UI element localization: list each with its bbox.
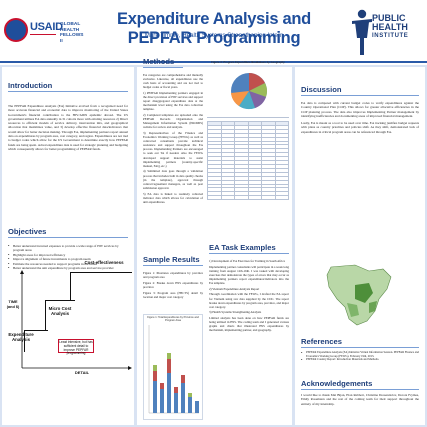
objectives-heading: Objectives (8, 227, 47, 236)
methods-step: 3) Representatives of the Finance and Ec… (143, 131, 203, 168)
phi-line-1: PUBLIC (372, 13, 406, 23)
figure3-caption: Figure 3: Program Expenditure Breakdown … (211, 61, 285, 64)
diagram-low-label: Expenditure Analysis (8, 332, 34, 342)
discussion-text-2: Lastly, EA is meant as a tool to be used… (301, 121, 419, 134)
discussion-text-1: EA data is compared with current budget … (301, 101, 419, 118)
usaid-seal-icon (4, 18, 28, 42)
figure1-caption: Figure 1: Total Expenditures by Province… (147, 316, 199, 322)
references-list: PEPFAR Expenditure Analysis (EA) Initiat… (301, 350, 419, 362)
discussion-section: Discussion EA data is compared with curr… (301, 85, 419, 134)
objective-item: Improve alignment of future investments … (8, 257, 128, 262)
ea-task-text-2: Through coordination with the FEWG, I dr… (209, 292, 289, 309)
objectives-section: Objectives Better understand incurred ex… (8, 227, 128, 271)
intro-section: Introduction The PEPFAR Expenditure Anal… (8, 81, 128, 151)
diagram-step-low (24, 330, 48, 352)
sample-results-rule (143, 265, 203, 266)
figure1-chart: Figure 1: Total Expenditures by Province… (143, 314, 203, 420)
intro-text: The PEPFAR Expenditure Analysis (EA) Ini… (8, 104, 128, 151)
discussion-heading: Discussion (301, 85, 342, 94)
phi-line-3: INSTITUTE (372, 33, 409, 39)
middle-column: Methods EA categories are comprehensive … (137, 57, 292, 425)
poster-subtitle: Mark Timme, Health Systems Strengthening… (144, 32, 284, 39)
ghf-logo: GLOBAL HEALTH FELLOWS II (60, 22, 84, 44)
phi-logo: PUBLIC HEALTH INSTITUTE (350, 6, 424, 58)
usaid-rule (30, 34, 56, 35)
discussion-rule (301, 95, 419, 96)
methods-section: Methods (143, 57, 286, 68)
africa-map-image (326, 264, 392, 326)
methods-step: 2) Completed templates are uploaded onto… (143, 113, 203, 130)
intro-rule (8, 91, 128, 92)
figure3-table (207, 121, 289, 201)
person-figure-icon (352, 9, 372, 55)
references-rule (301, 347, 419, 348)
figure1-bars (148, 325, 199, 414)
sample-caption: Figure 1: Illustrates expenditures by pr… (143, 271, 203, 280)
methods-heading: Methods (143, 57, 175, 66)
sample-results-captions: Figure 1: Illustrates expenditures by pr… (143, 271, 203, 299)
usaid-wordmark: USAID (30, 21, 63, 33)
ea-task-text-1: Implementing partner consultants will pa… (209, 264, 289, 286)
methods-rule (143, 67, 183, 68)
diagram-x-axis-label: DETAIL (74, 370, 90, 375)
acknowledgements-text: I would like to thank Mai Bijan, Elan Re… (301, 393, 419, 406)
diagram-mid-label: Micro Cost Analysis (48, 306, 72, 316)
ea-task-heading-3: 3) Health Systems Strengthening Analysis (209, 310, 262, 315)
methods-step: 4) Submitted data goes through a validat… (143, 169, 203, 190)
phi-wordmark: PUBLIC HEALTH INSTITUTE (372, 14, 408, 41)
methods-intro: EA categories are comprehensive and mutu… (143, 73, 203, 90)
ea-tasks-section: EA Task Examples 1) Development of EA Ex… (209, 243, 289, 334)
sample-caption: Figure 2: Breaks down HSS expenditures b… (143, 280, 203, 289)
ghf-line-1: GLOBAL HEALTH (60, 22, 81, 33)
ea-task-heading-1: 1) Development of EA Exercises for Train… (209, 259, 286, 263)
ea-task-text-3: Limited analysis has been done on how PE… (209, 316, 289, 333)
objective-item: Better understand the unit expenditure b… (8, 266, 128, 271)
objectives-list: Better understand incurred expenses to p… (8, 244, 128, 271)
diagram-callout: Least intensive, but has sufficient deta… (58, 339, 94, 356)
ea-tasks-rule (209, 253, 289, 254)
sample-results-section: Sample Results Figure 1: Illustrates exp… (143, 255, 203, 300)
objectives-rule (8, 237, 128, 238)
ea-tasks-list: 1) Development of EA Exercises for Train… (209, 259, 289, 332)
objective-item: Better understand incurred expenses to p… (8, 244, 128, 253)
reference-item: PEPFAR Country Report: Introduction Mate… (301, 358, 419, 362)
right-column: Discussion EA data is compared with curr… (295, 67, 425, 425)
phi-line-2: HEALTH (372, 22, 408, 32)
ea-tasks-heading: EA Task Examples (209, 243, 276, 252)
poster-title: Expenditure Analysis and PEPFAR Programm… (117, 10, 311, 47)
diagram-axes (20, 270, 132, 370)
figure3-pie-chart (231, 73, 267, 110)
ea-task-heading-2: 2) Vietnam Expenditure Analysis Report (209, 286, 260, 291)
poster-header: USAID GLOBAL HEALTH FELLOWS II Expenditu… (0, 0, 427, 63)
usaid-logo: USAID GLOBAL HEALTH FELLOWS II (4, 18, 84, 44)
references-heading: References (301, 337, 342, 346)
reference-item: PEPFAR Expenditure Analysis (EA) Initiat… (301, 350, 419, 358)
diagram-top-label: Cost-effectiveness (84, 260, 124, 265)
intro-heading: Introduction (8, 81, 53, 90)
acknowledgements-section: Acknowledgements I would like to thank M… (301, 379, 419, 406)
acknowledgements-heading: Acknowledgements (301, 379, 373, 388)
diagram-step-top (70, 272, 132, 352)
acknowledgements-rule (301, 389, 419, 390)
sample-caption: Figure 3: Program area (FBCTS) detail by… (143, 290, 203, 299)
sample-results-heading: Sample Results (143, 255, 200, 264)
ghf-line-2: FELLOWS II (60, 33, 84, 44)
left-column: Introduction The PEPFAR Expenditure Anal… (2, 67, 134, 425)
references-section: References PEPFAR Expenditure Analysis (… (301, 337, 419, 362)
figure3-divider (207, 117, 289, 118)
diagram-y-axis-label: TIME (and $) (6, 300, 20, 309)
methods-step: 5) EA data is linked to routinely collec… (143, 191, 203, 204)
methods-text: EA categories are comprehensive and mutu… (143, 73, 203, 205)
methods-step: 1) PEPFAR Implementing partners engaged … (143, 90, 203, 112)
